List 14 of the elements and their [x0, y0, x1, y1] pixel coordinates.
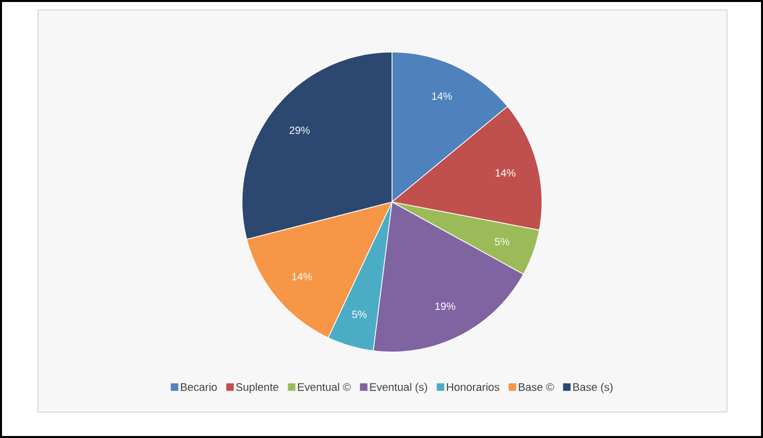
legend-label: Eventual © — [298, 382, 351, 391]
legend-label: Eventual (s) — [370, 382, 428, 394]
legend-label: Honorarios — [446, 382, 500, 391]
data-label: 19% — [435, 302, 456, 310]
data-label: 14% — [432, 92, 452, 100]
data-label: 14% — [292, 272, 312, 280]
data-label: 29% — [290, 126, 310, 134]
legend-label: Becario — [181, 382, 217, 391]
data-label: 5% — [494, 238, 510, 246]
data-label: 14% — [496, 169, 516, 177]
data-label: 5% — [352, 310, 367, 318]
legend-label: Base (s) — [573, 382, 613, 394]
legend-label: Base © — [518, 383, 554, 391]
legend-label: Suplente — [236, 382, 278, 394]
